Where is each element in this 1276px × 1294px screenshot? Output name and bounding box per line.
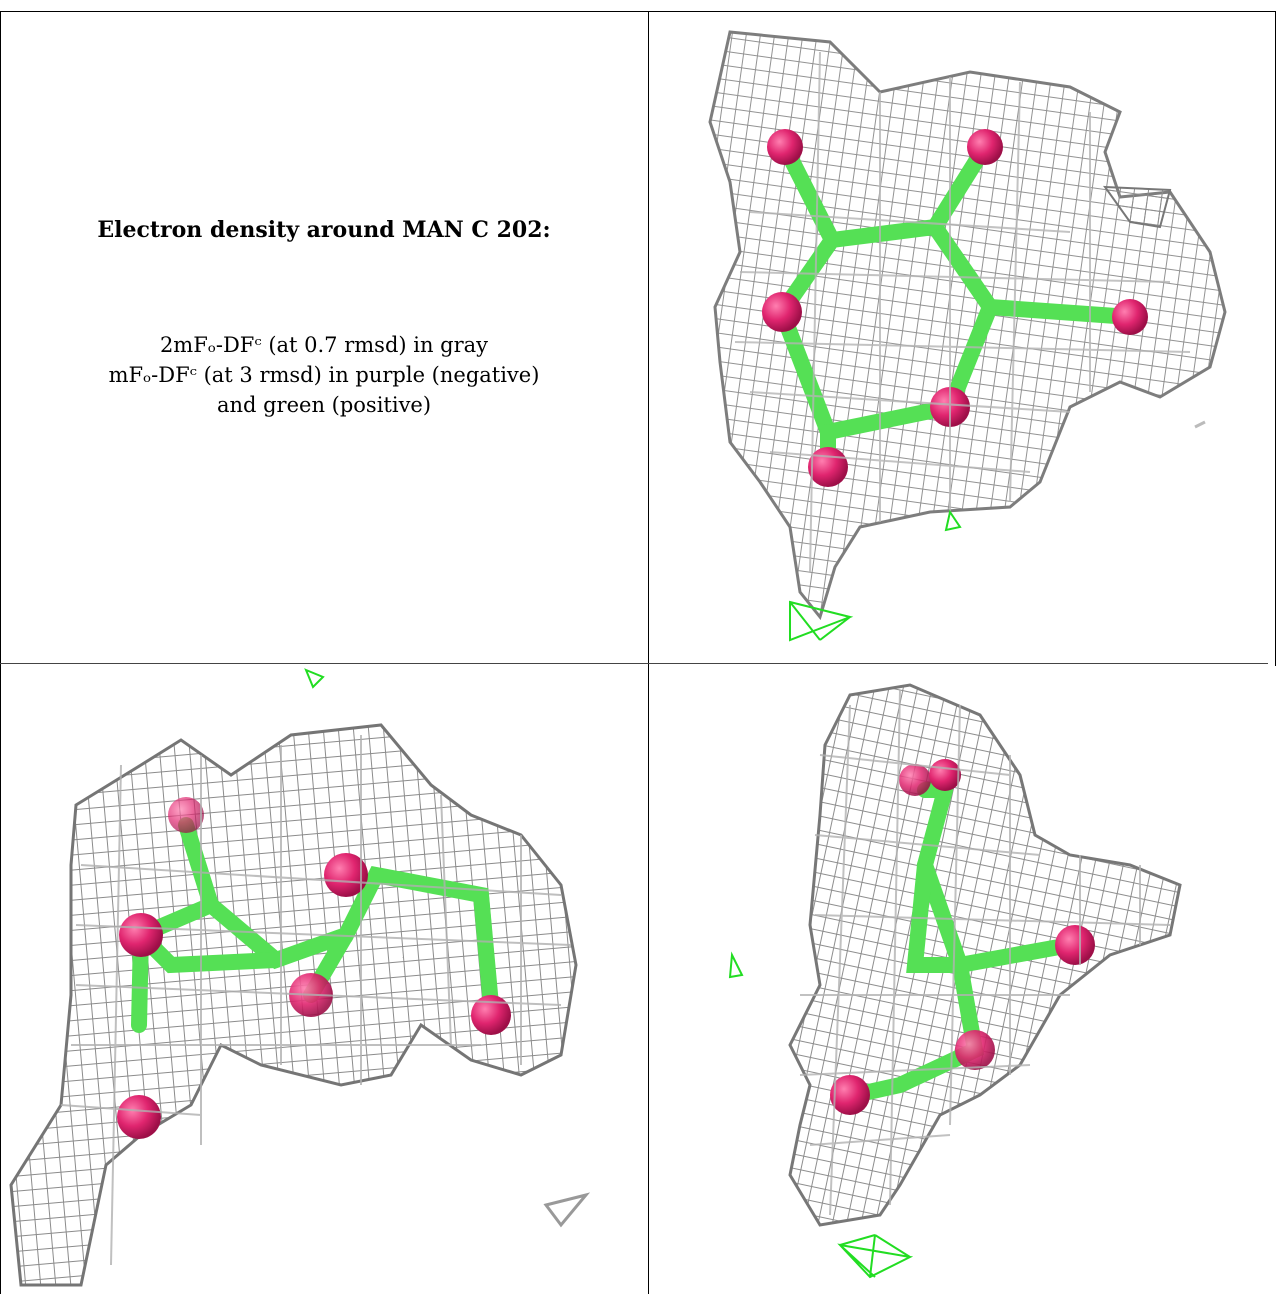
density-view-bottom-right bbox=[650, 665, 1274, 1294]
density-mesh-svg-2 bbox=[9, 668, 591, 1287]
caption-line-2: mFₒ-DFᶜ (at 3 rmsd) in purple (negative) bbox=[108, 363, 540, 387]
positive-difference-density bbox=[789, 509, 962, 642]
caption-line-1: 2mFₒ-DFᶜ (at 0.7 rmsd) in gray bbox=[159, 333, 489, 357]
density-mesh-svg-1 bbox=[708, 30, 1227, 642]
left-border bbox=[0, 11, 1, 1294]
caption-line-3: and green (positive) bbox=[216, 393, 432, 417]
caption-title: Electron density around MAN C 202: bbox=[97, 217, 551, 243]
middle-divider bbox=[0, 663, 1268, 664]
positive-difference-density bbox=[304, 668, 325, 689]
positive-difference-density bbox=[728, 951, 914, 1279]
center-divider bbox=[648, 11, 649, 1294]
caption-cell: Electron density around MAN C 202: 2mFₒ-… bbox=[1, 12, 647, 663]
ligand-atoms bbox=[117, 797, 511, 1139]
density-view-bottom-left bbox=[1, 665, 647, 1294]
caption-body: 2mFₒ-DFᶜ (at 0.7 rmsd) in gray mFₒ-DFᶜ (… bbox=[1, 330, 647, 420]
density-view-top-right bbox=[650, 12, 1274, 662]
top-border bbox=[0, 11, 1276, 12]
density-mesh-svg-3 bbox=[728, 683, 1182, 1279]
